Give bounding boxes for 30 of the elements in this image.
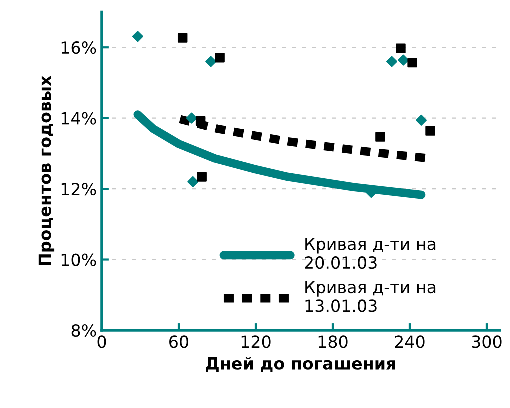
y-tick-label: 8% (72, 324, 96, 338)
point (386, 56, 398, 68)
point (178, 33, 188, 43)
point (408, 58, 418, 68)
point (197, 172, 207, 182)
x-tick-label: 240 (395, 336, 425, 348)
x-tick-label: 300 (472, 336, 502, 348)
legend-label: Кривая д-ти на 20.01.03 (305, 238, 436, 270)
point (196, 116, 206, 126)
x-tick-label: 120 (242, 336, 271, 348)
point (416, 114, 428, 126)
point (215, 52, 225, 63)
y-tick-label: 12% (62, 183, 96, 196)
y-tick-label: 14% (62, 112, 96, 125)
point (186, 112, 198, 124)
legend-label: Кривая д-ти на 13.01.03 (306, 281, 436, 312)
point (206, 56, 217, 68)
x-tick-label: 0 (98, 336, 106, 348)
y-tick-label: 10% (62, 254, 96, 266)
x-axis-title: Дней до погашения (206, 356, 396, 372)
point (188, 176, 199, 188)
x-tick-label: 60 (170, 336, 188, 348)
point (396, 44, 406, 54)
point (376, 132, 386, 142)
y-axis-title: Процентов годовых (38, 76, 55, 266)
y-tick-label: 16% (62, 42, 96, 54)
point (426, 126, 436, 136)
point (132, 31, 144, 42)
x-tick-label: 180 (318, 336, 348, 348)
point (398, 54, 410, 66)
